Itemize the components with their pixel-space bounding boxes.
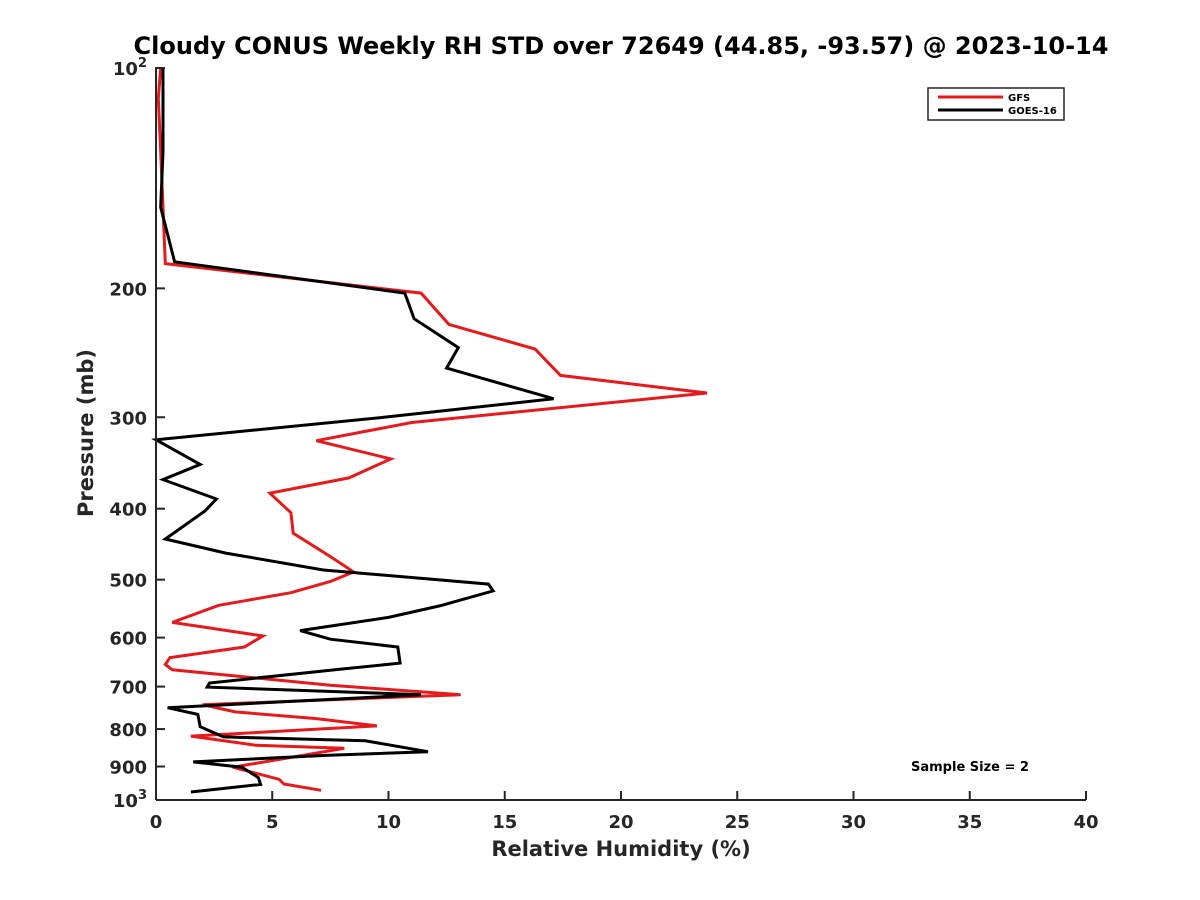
y-tick-label: 900 [109,758,147,779]
sample-size-annotation: Sample Size = 2 [911,760,1029,775]
legend-label-gfs: GFS [1008,93,1030,104]
y-tick-label: 700 [109,678,147,699]
x-tick-label: 0 [150,812,163,833]
x-tick-label: 40 [1073,812,1098,833]
legend-box [927,87,1065,121]
x-tick-label: 15 [492,812,517,833]
series-line-gfs [156,67,708,792]
y-tick-label: 400 [109,500,147,521]
legend-label-goes-16: GOES-16 [1008,106,1057,117]
y-tick-label: 200 [109,279,147,300]
y-tick-label: 103 [113,788,147,812]
y-tick-label: 500 [109,571,147,592]
x-tick-label: 25 [725,812,750,833]
legend: GFS GOES-16 [927,87,1065,121]
series-layer [151,67,708,794]
y-tick-label: 800 [109,720,147,741]
x-axis-label: Relative Humidity (%) [491,837,750,861]
series-line-goes-16 [151,68,555,794]
y-axis-label: Pressure (mb) [74,349,98,517]
y-tick-label: 102 [113,56,147,80]
axes-layer: 0 5 10 15 20 25 30 35 40 102 200 300 400 500 600 700 800… [109,56,1098,833]
x-tick-label: 20 [608,812,633,833]
chart-title: Cloudy CONUS Weekly RH STD over 72649 (4… [134,32,1109,60]
x-tick-label: 35 [957,812,982,833]
y-tick-label: 300 [109,408,147,429]
x-tick-label: 5 [266,812,279,833]
x-tick-label: 30 [841,812,866,833]
x-tick-label: 10 [376,812,401,833]
y-tick-label: 600 [109,629,147,650]
